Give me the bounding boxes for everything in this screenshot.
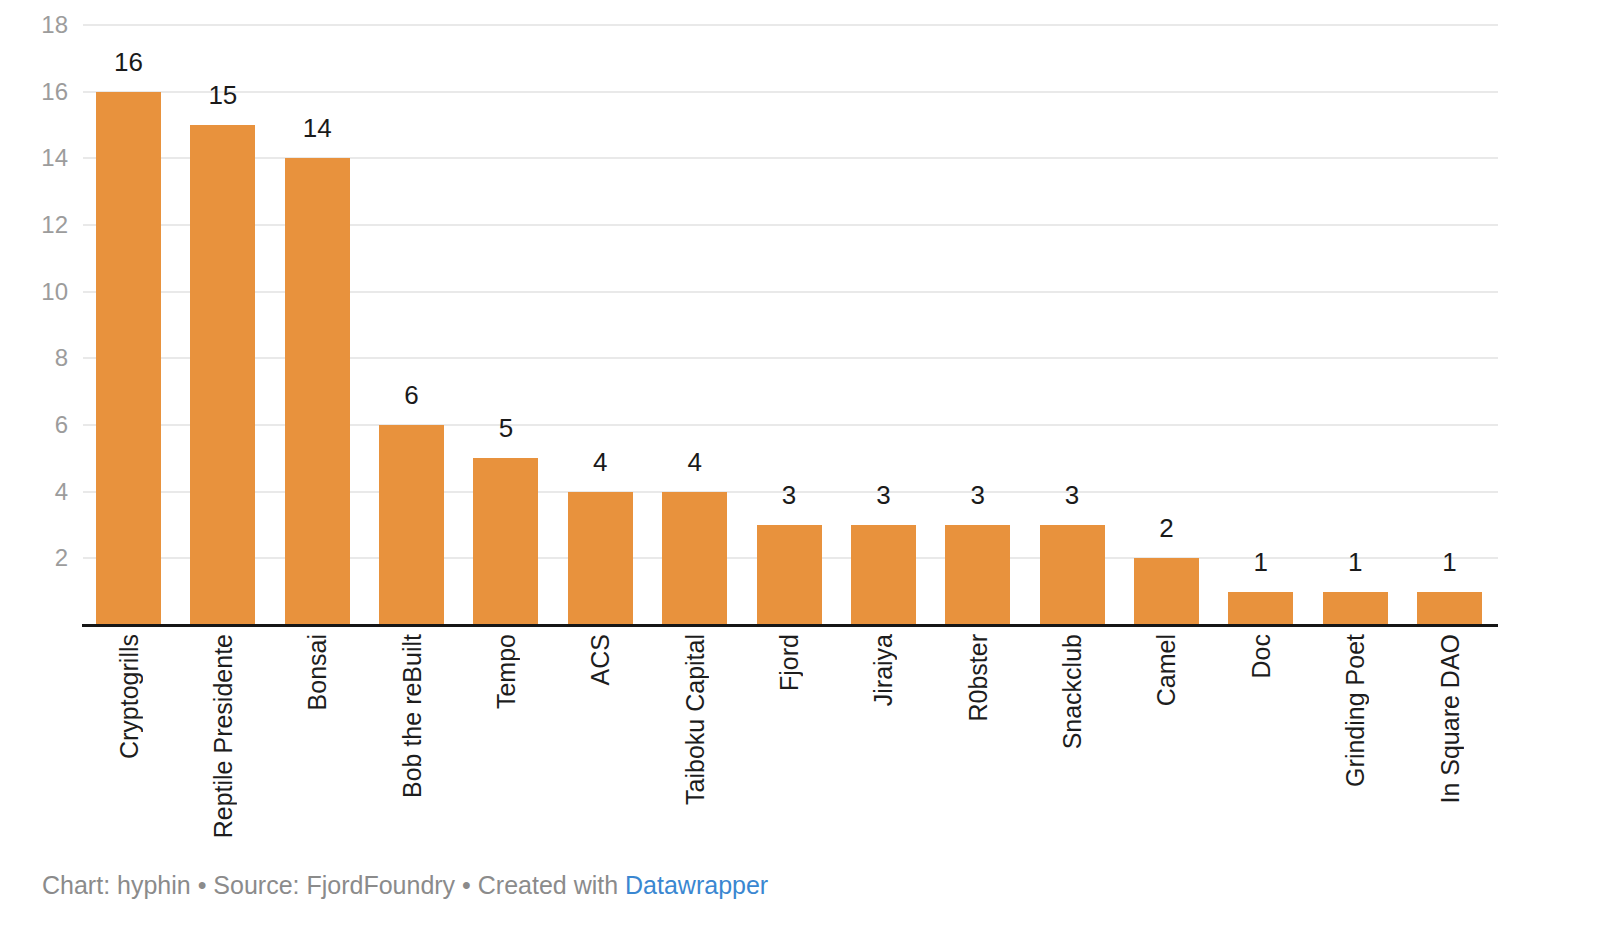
x-axis-category-label: R0bster (964, 634, 992, 722)
bar (1134, 558, 1199, 625)
bar (568, 492, 633, 625)
bar-value-label: 3 (928, 480, 1028, 510)
datawrapper-link[interactable]: Datawrapper (625, 871, 768, 899)
x-axis-category-label: Reptile Presidente (209, 634, 237, 838)
bar-value-label: 16 (79, 47, 179, 77)
x-axis-category-label: Camel (1152, 634, 1180, 706)
bar (1228, 592, 1293, 625)
gridline (83, 91, 1498, 93)
bar-value-label: 15 (173, 80, 273, 110)
x-axis-category-label: Bob the reBuilt (398, 634, 426, 798)
bar-value-label: 2 (1116, 513, 1216, 543)
x-axis-category-label: Tempo (492, 634, 520, 709)
y-axis-tick-label: 8 (0, 344, 68, 372)
bar-value-label: 1 (1305, 547, 1405, 577)
bar-value-label: 6 (362, 380, 462, 410)
bar (757, 525, 822, 625)
gridline (83, 24, 1498, 26)
y-axis-tick-label: 14 (0, 144, 68, 172)
y-axis-tick-label: 12 (0, 211, 68, 239)
bar-value-label: 14 (267, 113, 367, 143)
bar (1323, 592, 1388, 625)
y-axis-tick-label: 4 (0, 478, 68, 506)
column-chart: 2468101214161816Cryptogrills15Reptile Pr… (0, 0, 1604, 932)
x-axis-category-label: In Square DAO (1436, 634, 1464, 804)
bar-value-label: 3 (1022, 480, 1122, 510)
bar (945, 525, 1010, 625)
chart-footer: Chart: hyphin • Source: FjordFoundry • C… (42, 868, 768, 902)
bar-value-label: 1 (1211, 547, 1311, 577)
y-axis-tick-label: 10 (0, 278, 68, 306)
bar-value-label: 5 (456, 413, 556, 443)
x-axis-category-label: ACS (586, 634, 614, 685)
bar-value-label: 3 (739, 480, 839, 510)
x-axis-category-label: Doc (1247, 634, 1275, 678)
bar (473, 458, 538, 625)
x-axis-category-label: Fjord (775, 634, 803, 691)
bar (96, 92, 161, 625)
plot-area: 2468101214161816Cryptogrills15Reptile Pr… (0, 0, 1604, 850)
bar-value-label: 4 (550, 447, 650, 477)
attribution-text: Chart: hyphin • Source: FjordFoundry • C… (42, 871, 625, 899)
bar (285, 158, 350, 625)
y-axis-tick-label: 16 (0, 78, 68, 106)
y-axis-tick-label: 18 (0, 11, 68, 39)
bar (379, 425, 444, 625)
bar (1040, 525, 1105, 625)
bar-value-label: 1 (1400, 547, 1500, 577)
bar (851, 525, 916, 625)
bar-value-label: 3 (833, 480, 933, 510)
x-axis-line (82, 624, 1498, 627)
x-axis-category-label: Bonsai (303, 634, 331, 710)
x-axis-category-label: Jiraiya (869, 634, 897, 706)
y-axis-tick-label: 2 (0, 544, 68, 572)
x-axis-category-label: Cryptogrills (115, 634, 143, 759)
bar (190, 125, 255, 625)
bar (662, 492, 727, 625)
bar-value-label: 4 (645, 447, 745, 477)
y-axis-tick-label: 6 (0, 411, 68, 439)
bar (1417, 592, 1482, 625)
x-axis-category-label: Grinding Poet (1341, 634, 1369, 787)
x-axis-category-label: Snackclub (1058, 634, 1086, 749)
x-axis-category-label: Taiboku Capital (681, 634, 709, 805)
